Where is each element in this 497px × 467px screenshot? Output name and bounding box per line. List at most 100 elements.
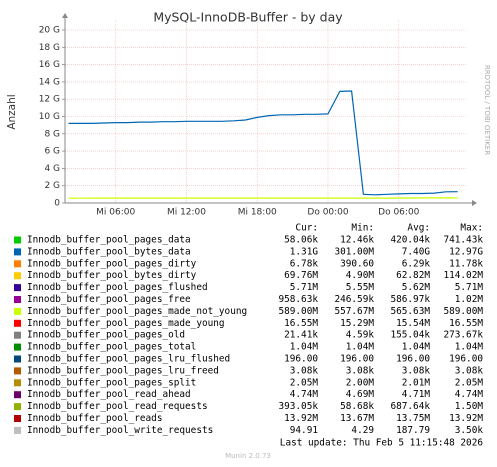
legend-swatch: [14, 307, 21, 315]
legend-stat: 6.78k: [290, 258, 319, 269]
legend-stat: 1.04M: [455, 342, 484, 353]
legend-stat: 4.74M: [455, 389, 484, 400]
y-tick-label: 14 G: [39, 77, 60, 87]
legend-swatch: [14, 426, 21, 434]
legend-stat: 7.40G: [402, 246, 431, 257]
x-tick-label: Mi 12:00: [167, 208, 206, 218]
y-tick-label: 8 G: [44, 129, 60, 139]
legend-stat: 5.62M: [402, 282, 431, 293]
legend-stat: 1.02M: [455, 294, 484, 305]
legend-swatch: [14, 391, 21, 399]
legend-stat: 11.78k: [449, 258, 483, 269]
y-tick-label: 2 G: [44, 181, 60, 191]
legend-swatch: [14, 343, 21, 351]
legend-stat: 687.64k: [390, 401, 430, 412]
y-tick-label: 20 G: [39, 26, 60, 36]
legend-stat: 58.68k: [340, 401, 374, 412]
legend-stat: 187.79: [396, 425, 430, 436]
legend-stat: 4.59k: [346, 330, 375, 341]
legend-stat: 5.55M: [346, 282, 375, 293]
legend-stat: 15.29M: [340, 318, 374, 329]
watermark: RRDTOOL / TOBI OETIKER: [483, 65, 491, 155]
legend-stat: 741.43k: [443, 235, 483, 246]
legend-stat: 246.59k: [334, 294, 374, 305]
legend-label: Innodb_buffer_pool_pages_old: [27, 330, 185, 341]
legend-stat: 21.41k: [284, 330, 318, 341]
legend-header: Max:: [460, 223, 483, 234]
legend-swatch: [14, 248, 21, 256]
legend-swatch: [14, 319, 21, 327]
legend-swatch: [14, 403, 21, 411]
last-update: Last update: Thu Feb 5 11:15:48 2026: [280, 438, 484, 449]
legend-stat: 13.75M: [396, 413, 430, 424]
legend-stat: 13.67M: [340, 413, 374, 424]
legend-stat: 155.04k: [390, 330, 430, 341]
legend-header: Avg:: [407, 223, 430, 234]
legend-label: Innodb_buffer_pool_pages_free: [27, 294, 191, 305]
legend-label: Innodb_buffer_pool_pages_data: [27, 235, 191, 246]
legend-swatch: [14, 331, 21, 339]
legend-stat: 1.50M: [455, 401, 484, 412]
legend-stat: 114.02M: [443, 270, 483, 281]
legend-label: Innodb_buffer_pool_reads: [27, 413, 162, 424]
legend-stat: 589.00M: [443, 306, 483, 317]
legend-stat: 2.01M: [402, 377, 431, 388]
legend-stat: 2.00M: [346, 377, 375, 388]
legend-stat: 69.76M: [284, 270, 318, 281]
legend-label: Innodb_buffer_pool_write_requests: [27, 425, 213, 436]
legend-stat: 1.04M: [290, 342, 319, 353]
legend-swatch: [14, 355, 21, 363]
x-tick-label: Do 00:00: [307, 208, 349, 218]
legend-stat: 4.90M: [346, 270, 375, 281]
legend-label: Innodb_buffer_pool_bytes_dirty: [27, 270, 197, 281]
legend-stat: 393.05k: [278, 401, 318, 412]
legend-swatch: [14, 367, 21, 375]
legend-stat: 557.67M: [334, 306, 374, 317]
y-tick-label: 6 G: [44, 147, 60, 157]
legend-label: Innodb_buffer_pool_bytes_data: [27, 246, 191, 257]
x-tick-label: Do 06:00: [378, 208, 420, 218]
legend-swatch: [14, 260, 21, 268]
legend-stat: 3.08k: [455, 365, 484, 376]
legend-stat: 2.05M: [455, 377, 484, 388]
legend-label: Innodb_buffer_pool_read_ahead: [27, 389, 191, 400]
y-tick-label: 0: [54, 199, 60, 209]
x-tick-label: Mi 06:00: [96, 208, 135, 218]
legend-stat: 3.08k: [402, 365, 431, 376]
legend-label: Innodb_buffer_pool_pages_split: [27, 377, 196, 388]
legend-stat: 958.63k: [278, 294, 318, 305]
legend-stat: 586.97k: [390, 294, 430, 305]
legend-label: Innodb_buffer_pool_pages_lru_freed: [27, 365, 219, 376]
y-axis-arrow: [62, 13, 68, 18]
legend-label: Innodb_buffer_pool_pages_lru_flushed: [27, 354, 230, 365]
legend-stat: 589.00M: [278, 306, 318, 317]
legend-stat: 4.29: [351, 425, 374, 436]
legend-stat: 13.92M: [449, 413, 483, 424]
legend-swatch: [14, 415, 21, 422]
series-line: [68, 90, 458, 196]
legend-stat: 3.08k: [346, 365, 375, 376]
legend-header: Cur:: [295, 223, 318, 234]
y-axis-label: Anzahl: [6, 94, 18, 129]
legend-stat: 196.00: [449, 354, 483, 365]
legend-stat: 273.67k: [443, 330, 483, 341]
legend-stat: 1.04M: [346, 342, 375, 353]
legend-stat: 3.08k: [290, 365, 319, 376]
x-axis-arrow: [472, 200, 477, 206]
legend-stat: 420.04k: [390, 235, 430, 246]
legend-label: Innodb_buffer_pool_pages_made_not_young: [27, 306, 247, 317]
legend-header: Min:: [351, 223, 374, 234]
legend-stat: 301.00M: [334, 246, 374, 257]
legend-stat: 390.60: [340, 258, 374, 269]
legend-stat: 58.06k: [284, 235, 318, 246]
legend-stat: 16.55M: [284, 318, 318, 329]
chart-title: MySQL-InnoDB-Buffer - by day: [153, 10, 343, 25]
version: Munin 2.0.73: [225, 452, 271, 460]
plot-area: [65, 20, 468, 203]
legend-swatch: [14, 272, 21, 280]
legend-stat: 94.91: [290, 425, 319, 436]
legend-stat: 62.82M: [396, 270, 430, 281]
legend-stat: 196.00: [396, 354, 430, 365]
legend-stat: 4.74M: [290, 389, 319, 400]
